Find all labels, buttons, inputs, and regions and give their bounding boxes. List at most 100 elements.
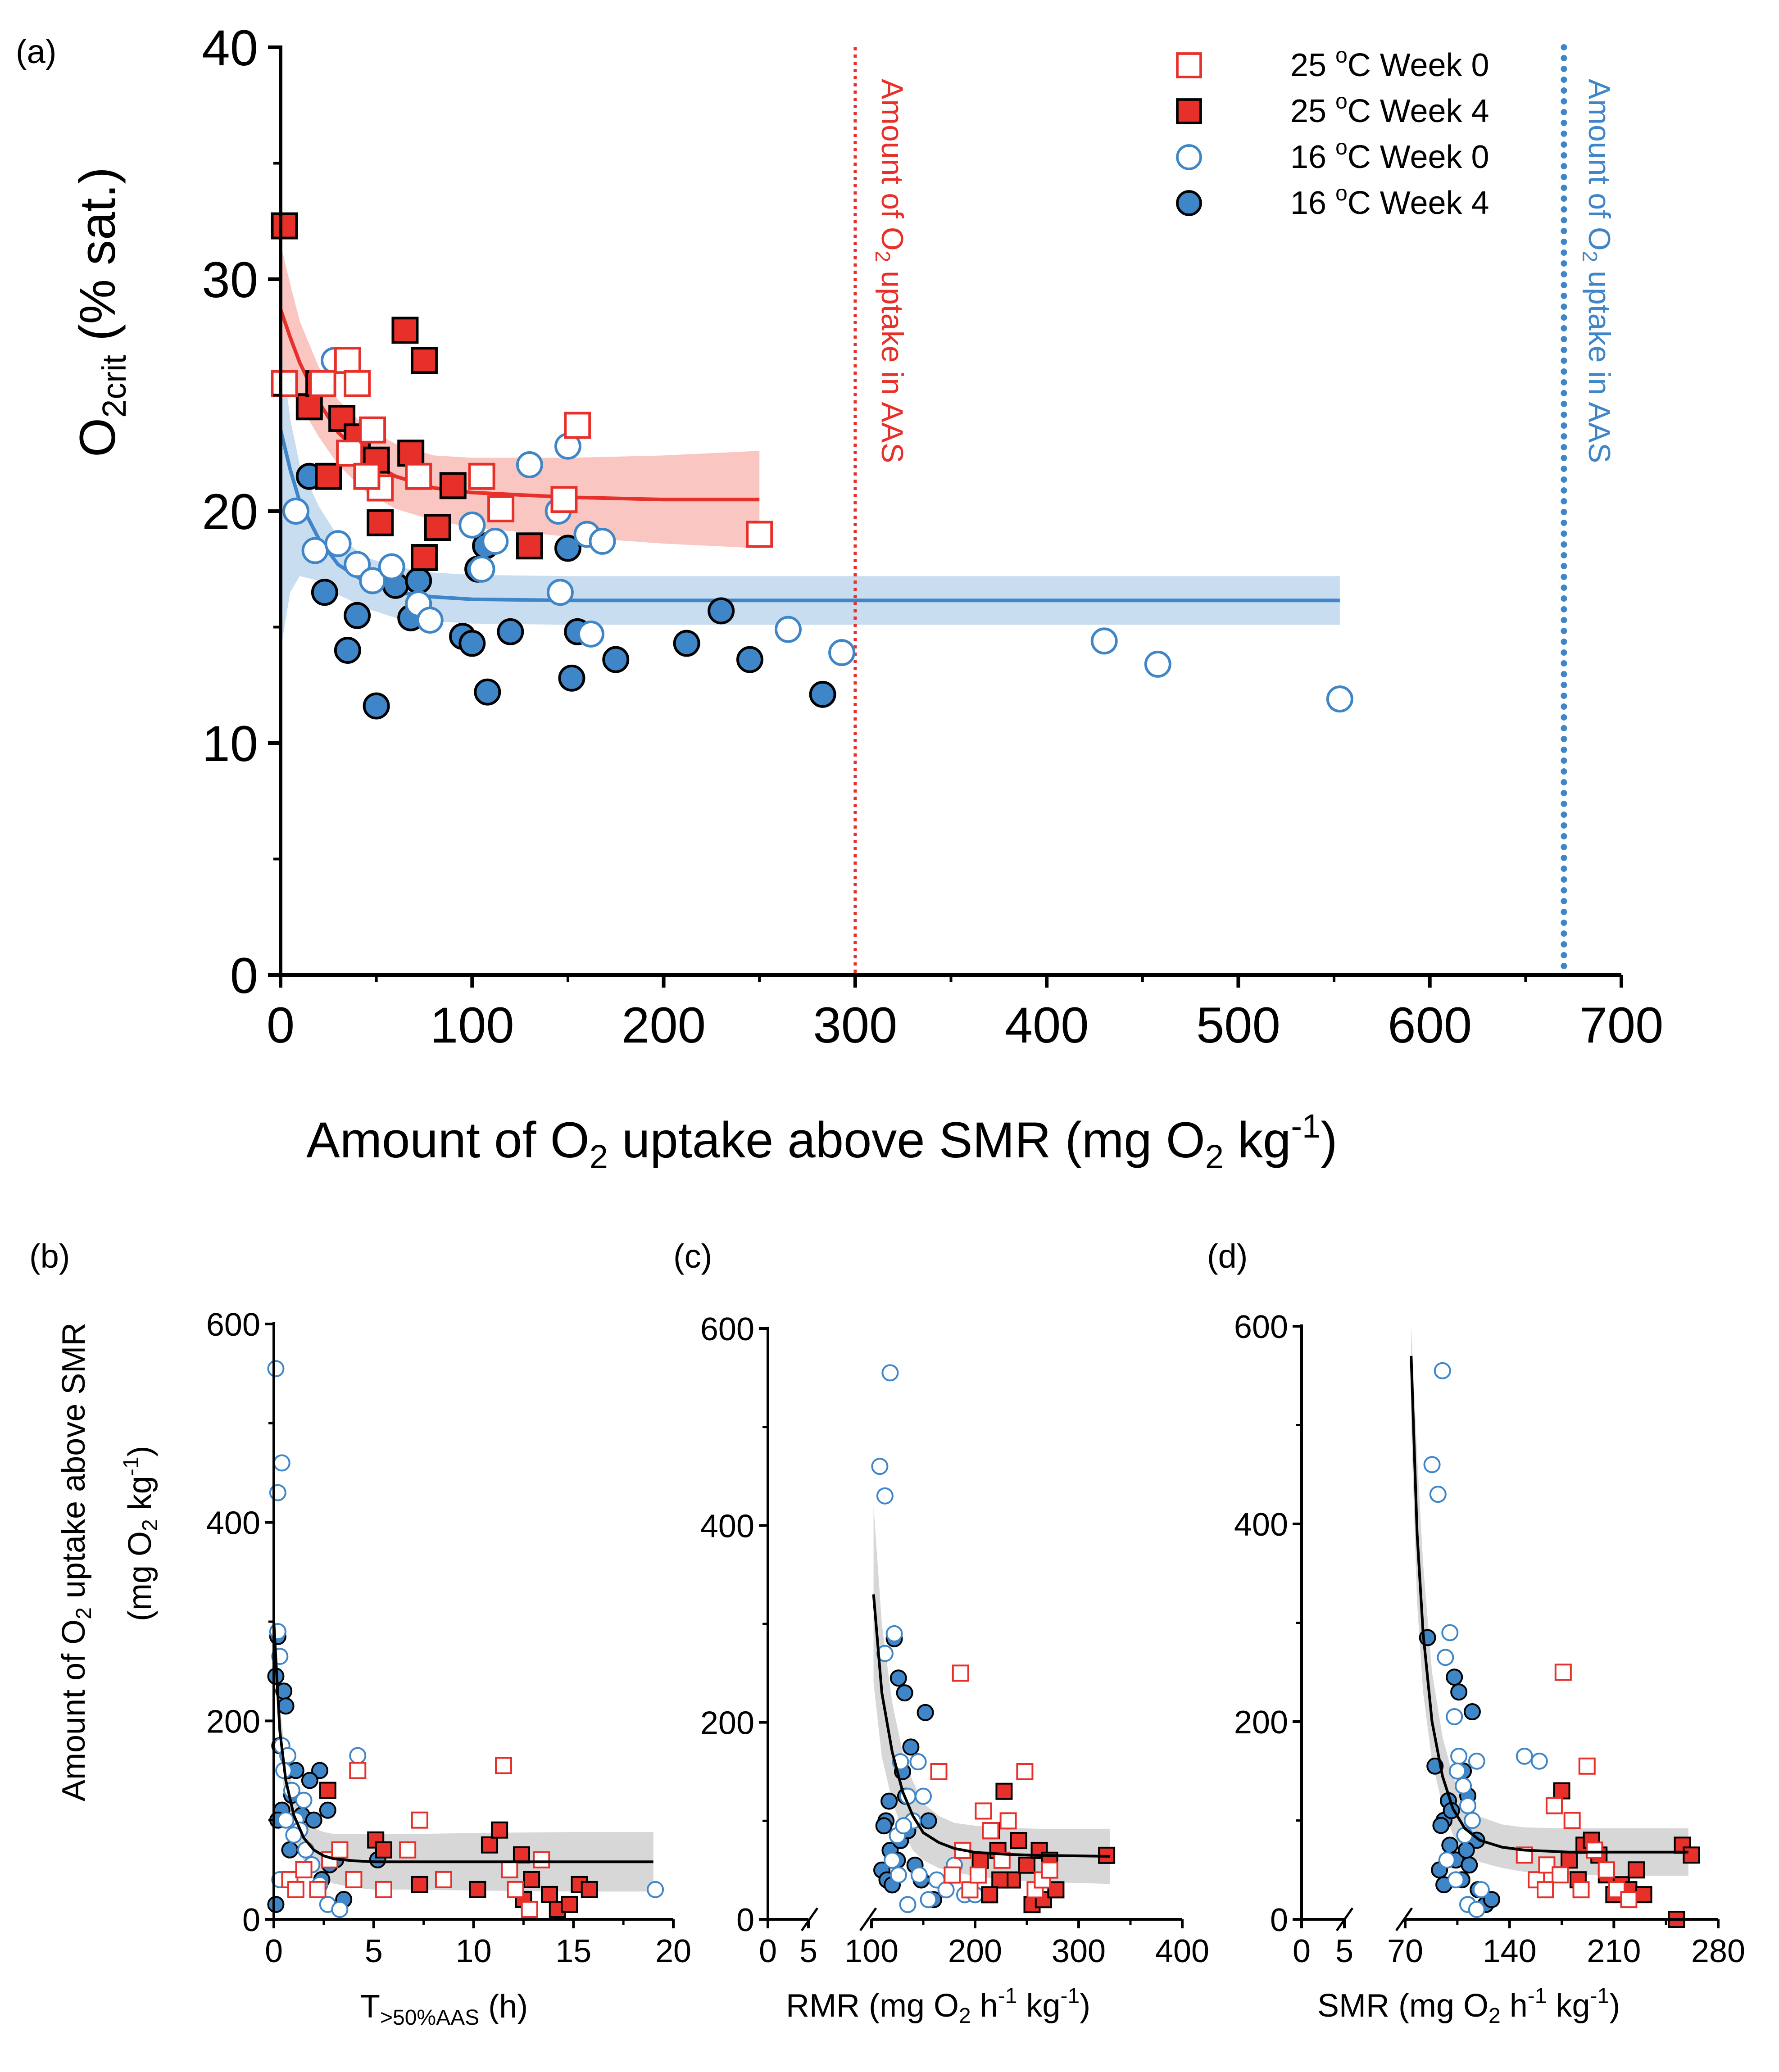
- point-0: [1572, 1881, 1590, 1899]
- y-tick-label: 20: [202, 484, 258, 540]
- point-2: [1438, 1851, 1456, 1869]
- point-2: [1468, 1901, 1485, 1918]
- x-tick-label: 5: [799, 1933, 817, 1969]
- point-2: [297, 1841, 314, 1859]
- point-0: [1597, 1861, 1615, 1879]
- point-0: [411, 1811, 428, 1829]
- point-0: [1552, 1866, 1569, 1884]
- point-2: [937, 1881, 955, 1899]
- point-3: [902, 1738, 920, 1756]
- y-tick-label: 400: [700, 1508, 754, 1544]
- point-3: [920, 1812, 937, 1830]
- panel-d-x-axis-title: SMR (mg O2 h-1 kg-1): [1317, 1984, 1620, 2028]
- point-1: [367, 509, 394, 536]
- point-1: [397, 440, 425, 467]
- panel-a-label: (a): [16, 33, 56, 70]
- x-title-sup: -1: [1291, 1107, 1321, 1145]
- point-3: [602, 646, 630, 673]
- x-tick-label: 0: [265, 1933, 283, 1969]
- x-tick-label: 100: [844, 1933, 899, 1969]
- point-2: [1468, 1752, 1485, 1770]
- point-0: [507, 1881, 524, 1898]
- fit-line: [872, 1594, 1110, 1858]
- point-2: [1446, 1708, 1463, 1726]
- panel-a-legend: 25 oC Week 025 oC Week 416 oC Week 016 o…: [1176, 44, 1489, 221]
- point-2: [890, 1866, 907, 1884]
- point-0: [930, 1763, 948, 1780]
- fit-band: [873, 1505, 1110, 1884]
- point-3: [673, 630, 700, 657]
- point-2: [1326, 685, 1353, 713]
- panel-c-label: (c): [673, 1238, 712, 1275]
- x-tick-label: 0: [267, 997, 295, 1053]
- y-title-part: O: [69, 418, 126, 457]
- point-2: [920, 1891, 937, 1909]
- legend-label: 16 oC Week 4: [1290, 181, 1489, 221]
- point-3: [458, 630, 486, 657]
- point-0: [334, 347, 361, 374]
- b-y-title-sub: 2: [138, 1519, 162, 1531]
- b-y-title-part: kg: [122, 1476, 158, 1519]
- point-1: [271, 212, 298, 240]
- point-2: [1423, 1456, 1441, 1474]
- x-tick-label: 300: [1052, 1933, 1106, 1969]
- x-tick-label: 600: [1388, 997, 1472, 1053]
- point-3: [880, 1792, 898, 1810]
- point-0: [487, 495, 515, 522]
- point-0: [1537, 1881, 1554, 1899]
- panel-a-reference-lines: Amount of O2 uptake in AAS Amount of O2 …: [853, 44, 1616, 978]
- point-2: [344, 551, 371, 578]
- point-2: [301, 537, 329, 564]
- b-x-title-part: (h): [479, 1989, 528, 2025]
- point-2: [378, 553, 405, 580]
- point-2: [282, 498, 309, 525]
- point-3: [917, 1704, 934, 1721]
- x-tick-label: 280: [1691, 1933, 1745, 1969]
- y-title-sub: 2crit: [95, 355, 133, 418]
- d-x-title-part: kg: [1547, 1988, 1590, 2024]
- legend-label-degree: o: [1335, 90, 1348, 113]
- b-x-title-part: T: [360, 1989, 380, 2025]
- point-3: [334, 637, 361, 664]
- legend-marker: [1176, 98, 1202, 124]
- legend-label-part: C Week 4: [1348, 185, 1489, 221]
- point-3: [1432, 1817, 1450, 1834]
- y-tick-label: 10: [202, 716, 258, 772]
- legend-label: 25 oC Week 4: [1290, 90, 1489, 129]
- legend-label-degree: o: [1335, 181, 1348, 205]
- point-3: [1461, 1856, 1478, 1874]
- legend-label-part: 25: [1290, 47, 1335, 83]
- c-x-title-sup: -1: [998, 1984, 1017, 2008]
- c-x-title-part: RMR (mg O: [786, 1988, 959, 2024]
- blue-vline-label-part: uptake in AAS: [1582, 262, 1616, 463]
- fit-line: [272, 1621, 654, 1863]
- point-3: [301, 1772, 318, 1789]
- point-0: [501, 1861, 518, 1878]
- point-2: [1434, 1362, 1451, 1379]
- point-0: [349, 1762, 367, 1779]
- c-x-title-part: h: [971, 1988, 998, 2024]
- point-3: [554, 535, 581, 562]
- point-3: [1441, 1836, 1459, 1854]
- x-tick-label: 400: [1005, 997, 1089, 1053]
- legend-label-part: 16: [1290, 139, 1335, 175]
- point-2: [881, 1364, 899, 1382]
- x-title-part: ): [1321, 1112, 1337, 1168]
- point-3: [558, 664, 585, 692]
- point-0: [1563, 1812, 1581, 1829]
- point-1: [1010, 1832, 1027, 1850]
- y-tick-label: 400: [1234, 1507, 1288, 1543]
- legend-marker: [1176, 144, 1202, 170]
- point-2: [589, 527, 616, 555]
- point-2: [1472, 1881, 1490, 1899]
- point-1: [315, 462, 342, 490]
- y-tick-label: 0: [736, 1902, 754, 1938]
- point-1: [469, 1881, 486, 1898]
- point-1: [991, 1871, 1009, 1889]
- b-y-title-part: ): [122, 1446, 158, 1457]
- point-0: [309, 370, 336, 397]
- fit-band-0: [281, 244, 760, 549]
- y-tick-label: 30: [202, 252, 258, 308]
- point-1: [319, 1782, 336, 1799]
